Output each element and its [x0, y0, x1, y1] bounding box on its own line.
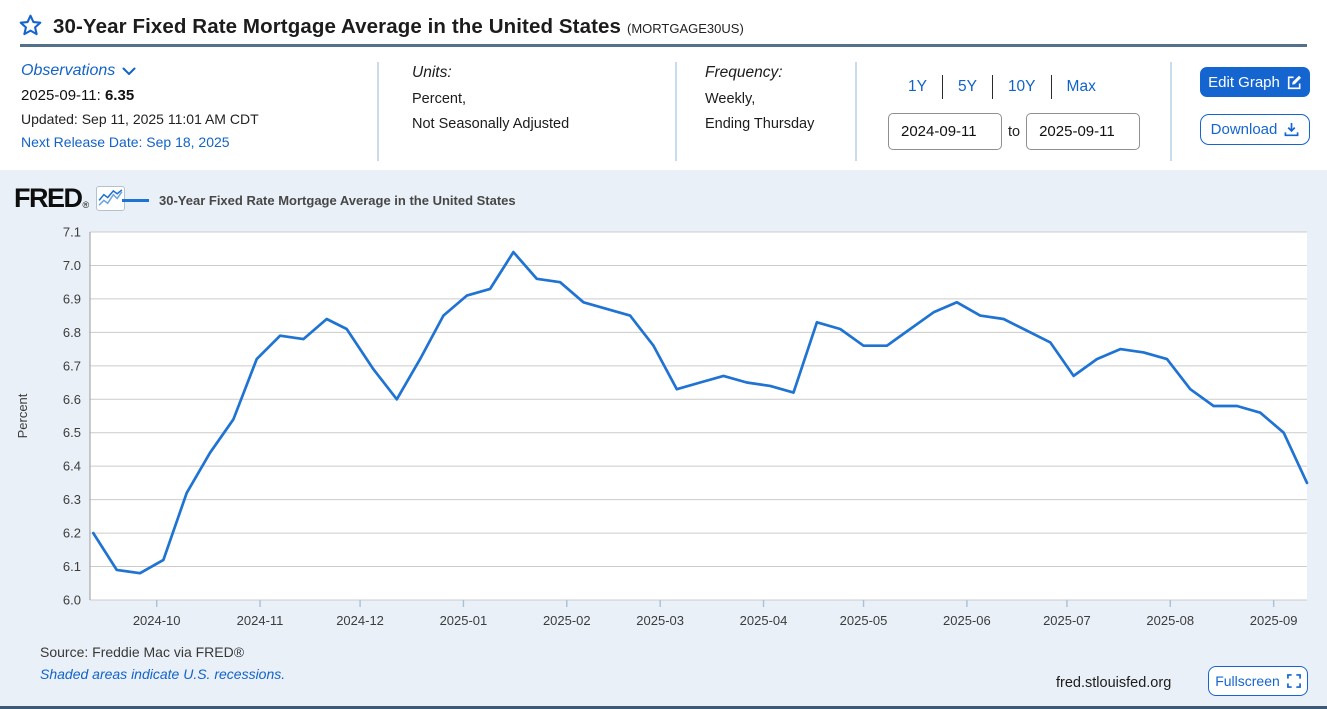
edit-pencil-icon	[1287, 75, 1301, 89]
observations-panel: Observations 2025-09-11: 6.35 Updated: S…	[21, 62, 259, 150]
svg-text:2025-08: 2025-08	[1146, 613, 1194, 628]
fullscreen-icon	[1286, 674, 1301, 688]
svg-text:6.2: 6.2	[63, 526, 81, 541]
to-label: to	[1008, 123, 1021, 140]
recession-note-link[interactable]: Shaded areas indicate U.S. recessions.	[40, 666, 286, 682]
chart-panel: FRED ® 30-Year Fixed Rate Mortgage Avera…	[0, 170, 1327, 706]
fred-wordmark: FRED	[14, 183, 83, 213]
observations-label: Observations	[21, 62, 116, 79]
range-selector: 1Y 5Y 10Y Max	[908, 75, 1096, 99]
svg-text:2024-10: 2024-10	[133, 613, 181, 628]
fred-logo[interactable]: FRED ®	[14, 183, 126, 214]
svg-text:6.7: 6.7	[63, 358, 81, 373]
svg-text:2024-11: 2024-11	[237, 613, 284, 628]
units-value-2: Not Seasonally Adjusted	[412, 116, 570, 132]
frequency-label: Frequency:	[705, 64, 783, 81]
frequency-value-1: Weekly,	[705, 91, 756, 107]
updated-timestamp: Updated: Sep 11, 2025 11:01 AM CDT	[21, 111, 259, 127]
mortgage-rate-chart[interactable]: 6.0 6.1 6.2 6.3 6.4 6.5 6.6 6.7 6.8 6.9 7.0 7.1 2024…	[0, 170, 1327, 640]
frequency-panel: Frequency: Weekly, Ending Thursday	[705, 64, 814, 132]
divider	[377, 62, 379, 161]
svg-text:6.4: 6.4	[63, 459, 81, 474]
svg-text:6.0: 6.0	[63, 593, 81, 608]
svg-text:6.6: 6.6	[63, 392, 81, 407]
fullscreen-label: Fullscreen	[1215, 673, 1280, 689]
series-id-label: (MORTGAGE30US)	[627, 21, 744, 36]
svg-text:Percent: Percent	[15, 393, 30, 438]
divider	[941, 75, 943, 99]
svg-text:6.8: 6.8	[63, 325, 81, 340]
units-panel: Units: Percent, Not Seasonally Adjusted	[412, 64, 569, 132]
svg-text:2025-06: 2025-06	[943, 613, 991, 628]
start-date-input[interactable]	[888, 113, 1002, 150]
download-button[interactable]: Download	[1200, 114, 1310, 145]
divider	[675, 62, 677, 161]
svg-text:2024-12: 2024-12	[336, 613, 384, 628]
range-max-link[interactable]: Max	[1066, 78, 1096, 95]
chevron-down-icon	[122, 67, 136, 75]
chart-legend: 30-Year Fixed Rate Mortgage Average in t…	[122, 188, 516, 213]
page-header: 30-Year Fixed Rate Mortgage Average in t…	[18, 8, 744, 39]
observations-dropdown[interactable]: Observations	[21, 62, 259, 80]
next-release-link[interactable]: Next Release Date: Sep 18, 2025	[21, 134, 230, 150]
range-1y-link[interactable]: 1Y	[908, 78, 927, 95]
fred-chart-icon	[96, 186, 126, 211]
site-url-label: fred.stlouisfed.org	[1056, 675, 1172, 691]
units-value-1: Percent,	[412, 91, 466, 107]
title-divider	[20, 44, 1307, 47]
download-label: Download	[1210, 121, 1278, 138]
registered-mark: ®	[82, 200, 90, 210]
svg-text:7.1: 7.1	[63, 225, 81, 240]
divider	[991, 75, 993, 99]
svg-text:2025-05: 2025-05	[840, 613, 888, 628]
svg-text:2025-03: 2025-03	[636, 613, 684, 628]
svg-text:6.1: 6.1	[63, 559, 81, 574]
frequency-value-2: Ending Thursday	[705, 116, 815, 132]
svg-text:2025-07: 2025-07	[1043, 613, 1091, 628]
latest-observation: 2025-09-11: 6.35	[21, 87, 259, 104]
latest-observation-date: 2025-09-11:	[21, 87, 101, 104]
svg-text:6.5: 6.5	[63, 425, 81, 440]
divider	[1050, 75, 1052, 99]
svg-text:6.3: 6.3	[63, 492, 81, 507]
source-note: Source: Freddie Mac via FRED®	[40, 644, 245, 660]
date-range-controls: to	[888, 113, 1141, 150]
svg-text:2025-09: 2025-09	[1250, 613, 1298, 628]
divider	[855, 62, 857, 161]
fullscreen-button[interactable]: Fullscreen	[1208, 666, 1308, 696]
latest-observation-value: 6.35	[104, 87, 135, 104]
favorite-star-icon[interactable]	[18, 13, 43, 43]
svg-text:7.0: 7.0	[63, 258, 81, 273]
divider	[1170, 62, 1172, 161]
page-title: 30-Year Fixed Rate Mortgage Average in t…	[53, 15, 621, 38]
download-icon	[1284, 122, 1299, 137]
range-10y-link[interactable]: 10Y	[1007, 78, 1036, 95]
edit-graph-label: Edit Graph	[1208, 73, 1280, 91]
svg-text:2025-04: 2025-04	[740, 613, 788, 628]
edit-graph-button[interactable]: Edit Graph	[1200, 67, 1310, 97]
svg-text:6.9: 6.9	[63, 291, 81, 306]
units-label: Units:	[412, 64, 452, 81]
svg-text:2025-01: 2025-01	[440, 613, 488, 628]
legend-label: 30-Year Fixed Rate Mortgage Average in t…	[159, 193, 516, 208]
range-5y-link[interactable]: 5Y	[957, 78, 977, 95]
legend-line-swatch	[122, 199, 149, 202]
end-date-input[interactable]	[1026, 113, 1141, 150]
svg-text:2025-02: 2025-02	[543, 613, 591, 628]
